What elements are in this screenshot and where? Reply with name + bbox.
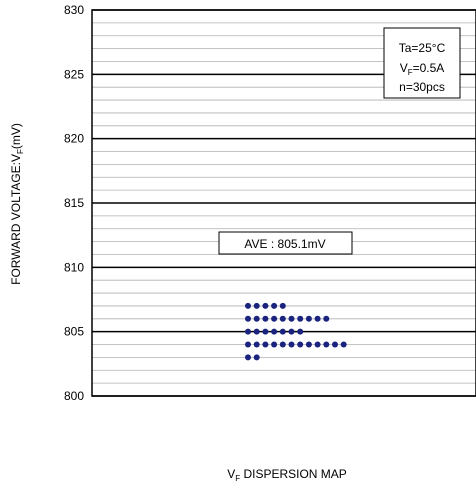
plot-frame — [91, 9, 476, 397]
data-point — [262, 328, 269, 335]
data-point — [279, 328, 286, 335]
x-axis-label-rest: DISPERSION MAP — [240, 467, 347, 481]
data-point — [271, 302, 278, 309]
condition-vf: VF=0.5A — [400, 61, 445, 77]
data-point — [253, 302, 260, 309]
y-tick-label: 800 — [64, 389, 84, 403]
data-point — [297, 315, 304, 322]
data-point — [271, 328, 278, 335]
y-tick-label: 815 — [64, 196, 84, 210]
x-axis-label-sub: F — [235, 474, 240, 483]
x-axis-label: VF DISPERSION MAP — [227, 467, 347, 483]
data-point — [262, 341, 269, 348]
y-axis-label-rest: (mV) — [9, 123, 23, 149]
conditions-box-frame — [383, 27, 461, 99]
average-box-frame — [218, 231, 353, 255]
data-point — [253, 341, 260, 348]
data-point — [245, 341, 251, 348]
data-point — [245, 354, 251, 361]
y-tick-label: 825 — [64, 67, 84, 81]
data-point — [253, 354, 260, 361]
data-point — [340, 341, 347, 348]
data-point — [253, 315, 260, 322]
data-point — [279, 302, 286, 309]
data-point — [262, 302, 269, 309]
condition-vf-rest: =0.5A — [413, 61, 445, 75]
y-tick-label: 830 — [64, 3, 84, 17]
condition-vf-main: V — [400, 61, 408, 75]
average-box: AVE : 805.1mV — [218, 231, 353, 255]
y-tick-label: 810 — [64, 260, 84, 274]
data-point — [288, 341, 295, 348]
average-label: AVE : 805.1mV — [244, 237, 325, 251]
data-point — [245, 328, 251, 335]
data-point — [323, 315, 330, 322]
data-point — [279, 341, 286, 348]
condition-n: n=30pcs — [399, 80, 445, 94]
data-point — [314, 315, 321, 322]
condition-ta: Ta=25°C — [399, 41, 446, 55]
data-point — [305, 341, 312, 348]
data-point — [288, 315, 295, 322]
data-point — [271, 315, 278, 322]
data-point — [314, 341, 321, 348]
y-tick-label: 820 — [64, 132, 84, 146]
y-axis-label: FORWARD VOLTAGE:VF(mV) — [9, 123, 25, 285]
data-point — [297, 328, 304, 335]
data-point — [332, 341, 338, 348]
data-point — [245, 315, 251, 322]
data-point — [262, 315, 269, 322]
data-points — [245, 302, 347, 361]
data-point — [271, 341, 278, 348]
data-point — [288, 328, 295, 335]
data-point — [323, 341, 330, 348]
y-axis-label-sub: F — [16, 149, 25, 154]
data-point — [279, 315, 286, 322]
y-tick-labels: 800 805 810 815 820 825 830 — [64, 3, 84, 403]
y-axis-label-main: FORWARD VOLTAGE:V — [9, 154, 23, 285]
y-tick-label: 805 — [64, 325, 84, 339]
conditions-box: Ta=25°C VF=0.5A n=30pcs — [383, 27, 461, 99]
condition-vf-sub: F — [408, 68, 413, 77]
data-point — [253, 328, 260, 335]
data-point — [297, 341, 304, 348]
x-axis-label-main: V — [227, 467, 235, 481]
data-point — [305, 315, 312, 322]
data-point — [245, 302, 251, 309]
